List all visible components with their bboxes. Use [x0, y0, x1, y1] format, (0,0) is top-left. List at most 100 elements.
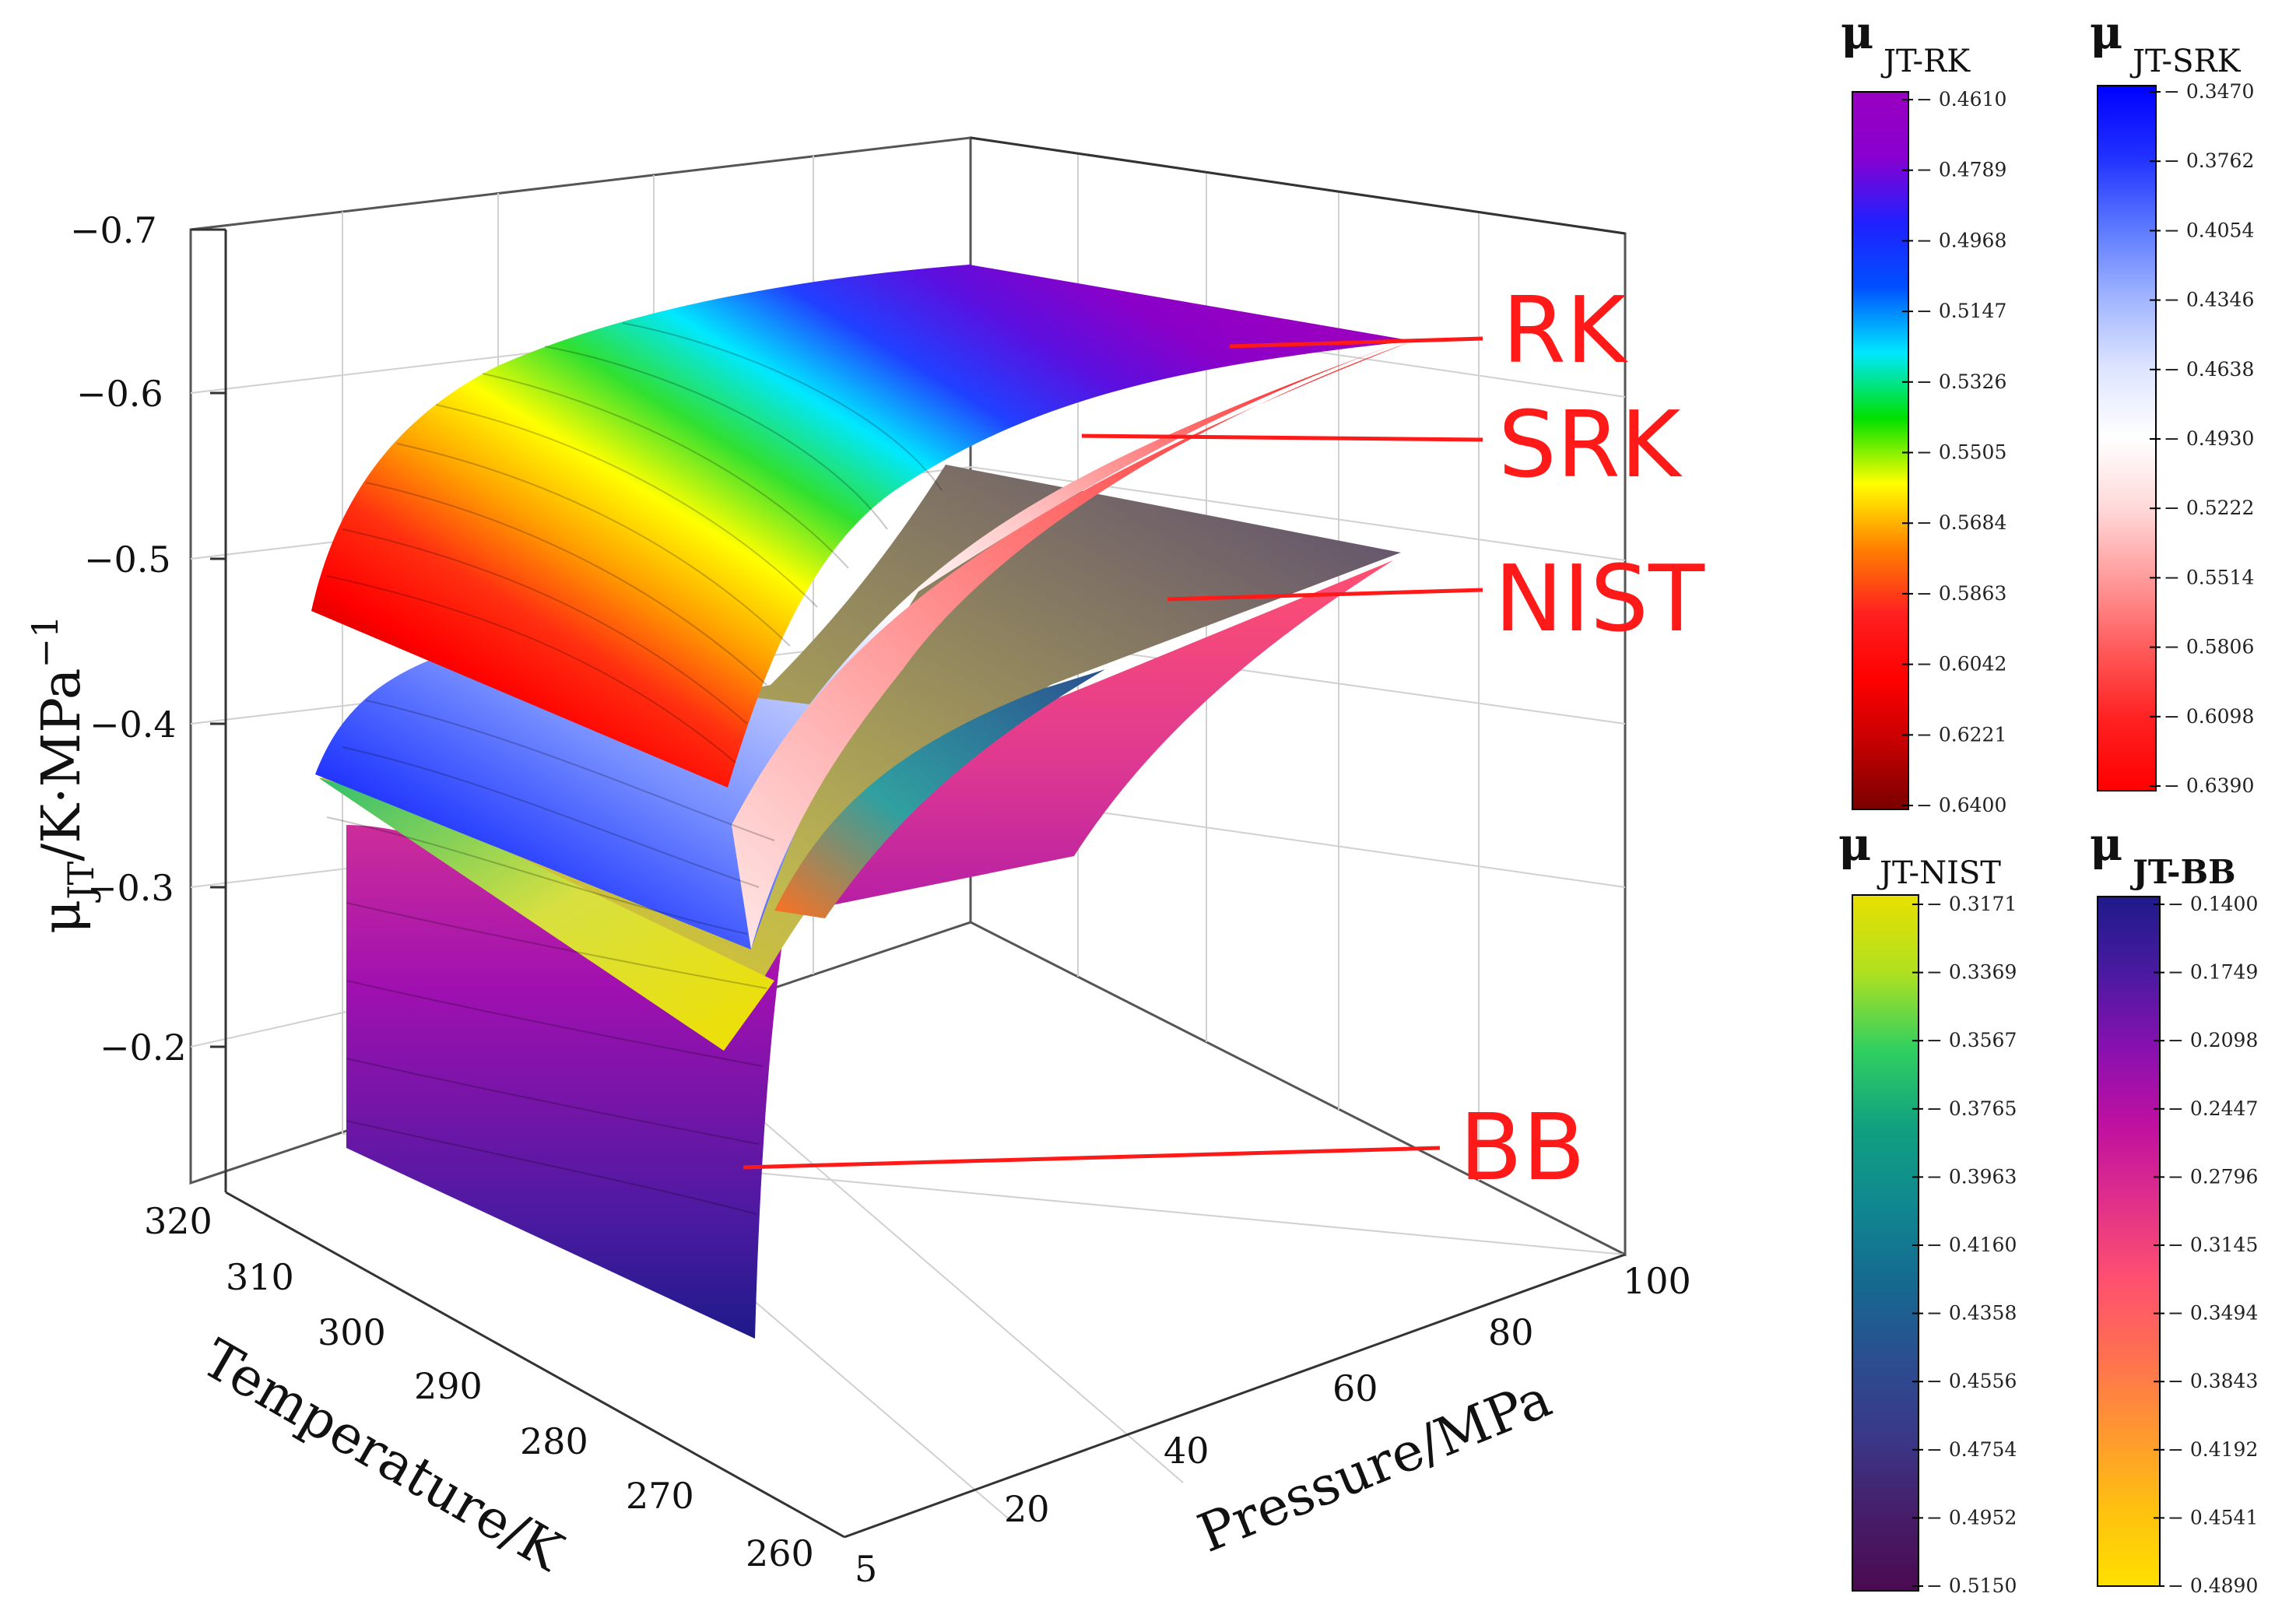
colorbar-bb-title: JT-BB: [2129, 853, 2236, 891]
colorbar-bb-tick-label: − 0.3494: [2168, 1302, 2258, 1325]
y-tick-5: 270: [626, 1475, 694, 1517]
colorbar-srk-tick-label: − 0.4054: [2164, 219, 2254, 241]
colorbar-srk-tick-label: − 0.5222: [2164, 497, 2254, 519]
colorbar-rk-tick-label: − 0.5505: [1916, 441, 2006, 464]
z-axis-label: μJT/K·MPa−1: [24, 616, 102, 934]
colorbar-rk-tick-label: − 0.4789: [1916, 159, 2006, 181]
y-tick-3: 290: [414, 1365, 483, 1407]
colorbar-rk-tick-label: − 0.5147: [1916, 300, 2006, 322]
y-tick-2: 300: [318, 1311, 386, 1353]
leader-rk: [1229, 336, 1483, 349]
colorbar-nist-bar: [1852, 894, 1919, 1592]
surface-group: [311, 265, 1413, 1339]
series-annotations: RK SRK NIST BB: [743, 276, 1705, 1201]
label-nist: NIST: [1494, 545, 1705, 652]
z-axis: −0.7 −0.6 −0.5 −0.4 −0.3 −0.2 μJT/K·MPa−…: [24, 209, 226, 1069]
z-tick-2: −0.5: [84, 539, 171, 581]
colorbar-rk-tick-label: − 0.6042: [1916, 653, 2006, 676]
x-axis: 5 20 40 60 80 100 Pressure/MPa: [855, 1260, 1691, 1590]
colorbar-srk-tick-label: − 0.6098: [2164, 705, 2254, 728]
colorbar-rk-tick-label: − 0.4968: [1916, 229, 2006, 251]
colorbar-rk-tick-label: − 0.6221: [1916, 723, 2006, 746]
colorbar-nist-tick-label: − 0.4556: [1926, 1370, 2017, 1392]
colorbar-nist-tick-label: − 0.3171: [1926, 893, 2017, 915]
surface-nist-front: [319, 778, 774, 1051]
x-tick-4: 80: [1488, 1311, 1534, 1353]
colorbar-rk-tick-label: − 0.5326: [1916, 370, 2006, 393]
colorbar-srk-tick-label: − 0.4638: [2164, 358, 2254, 381]
y-axis-label: Temperature/K: [192, 1328, 574, 1584]
colorbar-nist-tick-label: − 0.4160: [1926, 1234, 2017, 1256]
colorbar-srk-ticks: − 0.3470 − 0.3762 − 0.4054 − 0.4346 − 0.4638…: [2150, 80, 2254, 797]
colorbar-rk: μ JT-RK − 0.4610 − 0.4789 − 0.4968 − 0.5147…: [1841, 6, 2006, 816]
surface-rk: [311, 265, 1413, 788]
surface-srk: [315, 342, 1401, 949]
colorbar-bb-tick-label: − 0.2098: [2168, 1029, 2258, 1051]
y-tick-0: 320: [144, 1200, 212, 1242]
colorbar-rk-bar: [1852, 91, 1909, 810]
floor-edge-front-right: [844, 1253, 1626, 1539]
colorbar-nist-tick-label: − 0.4952: [1926, 1506, 2017, 1529]
colorbar-srk-tick-label: − 0.4930: [2164, 427, 2254, 450]
colorbar-rk-title: JT-RK: [1880, 44, 1971, 79]
colorbar-bb-tick-label: − 0.2796: [2168, 1165, 2258, 1188]
colorbar-srk-mu: μ: [2090, 6, 2122, 59]
colorbar-nist-ticks: − 0.3171 − 0.3369 − 0.3567 − 0.3765 − 0.3963…: [1912, 893, 2017, 1597]
colorbar-srk-tick-label: − 0.3762: [2164, 149, 2254, 172]
z-tick-4: −0.3: [87, 867, 174, 909]
colorbars: μ JT-RK − 0.4610 − 0.4789 − 0.4968 − 0.5147…: [1838, 6, 2258, 1597]
colorbar-nist-tick-label: − 0.3963: [1926, 1165, 2017, 1188]
colorbar-nist-mu: μ: [1838, 818, 1871, 871]
colorbar-rk-mu: μ: [1841, 6, 1873, 59]
colorbar-bb-tick-label: − 0.3843: [2168, 1370, 2258, 1392]
colorbar-bb-tick-label: − 0.3145: [2168, 1234, 2258, 1256]
z-tick-5: −0.2: [100, 1027, 187, 1069]
y-tick-1: 310: [226, 1256, 294, 1298]
svg-text:μJT/K·MPa−1: μJT/K·MPa−1: [24, 616, 102, 934]
colorbar-bb-tick-label: − 0.1749: [2168, 961, 2258, 984]
colorbar-bb-bar: [2097, 896, 2161, 1587]
leader-srk: [1081, 433, 1483, 442]
colorbar-nist: μ JT-NIST − 0.3171 − 0.3369 − 0.3567 − 0.37…: [1838, 818, 2017, 1597]
z-label-sub: JT: [60, 861, 102, 902]
colorbar-srk-tick-label: − 0.5514: [2164, 566, 2254, 588]
colorbar-srk-tick-label: − 0.5806: [2164, 636, 2254, 658]
leader-nist: [1167, 588, 1483, 602]
colorbar-nist-title: JT-NIST: [1876, 855, 2001, 891]
colorbar-nist-tick-label: − 0.4358: [1926, 1302, 2017, 1325]
colorbar-rk-tick-label: − 0.6400: [1916, 794, 2006, 816]
colorbar-nist-tick-label: − 0.4754: [1926, 1438, 2017, 1461]
colorbar-bb-ticks: − 0.1400 − 0.1749 − 0.2098 − 0.2447 − 0.2796…: [2154, 893, 2258, 1597]
y-tick-4: 280: [520, 1420, 588, 1462]
surface-mesh: [326, 322, 943, 1215]
colorbar-bb-tick-label: − 0.1400: [2168, 893, 2258, 915]
surface-nist-curl: [774, 669, 1105, 918]
x-tick-0: 5: [855, 1548, 877, 1590]
label-rk: RK: [1502, 276, 1628, 384]
floor-edge-front-left: [225, 1191, 845, 1539]
z-label-base: μ: [31, 900, 93, 934]
colorbar-bb-mu: μ: [2090, 818, 2122, 871]
colorbar-nist-tick-label: − 0.3765: [1926, 1097, 2017, 1120]
z-tick-0: −0.7: [70, 209, 157, 251]
colorbar-bb-tick-label: − 0.4890: [2168, 1574, 2258, 1597]
x-tick-5: 100: [1623, 1260, 1691, 1302]
leader-bb: [743, 1146, 1441, 1170]
colorbar-nist-tick-label: − 0.5150: [1926, 1574, 2017, 1597]
y-tick-6: 260: [746, 1532, 814, 1574]
x-tick-2: 40: [1164, 1430, 1209, 1472]
colorbar-bb-tick-label: − 0.4192: [2168, 1438, 2258, 1461]
colorbar-bb-tick-label: − 0.2447: [2168, 1097, 2258, 1120]
colorbar-srk-bar: [2097, 85, 2157, 791]
colorbar-srk-tick-label: − 0.4346: [2164, 289, 2254, 311]
surface-srk-edge: [732, 342, 1409, 949]
colorbar-rk-tick-label: − 0.5684: [1916, 511, 2006, 534]
colorbar-nist-tick-label: − 0.3567: [1926, 1029, 2017, 1051]
colorbar-bb-tick-label: − 0.4541: [2168, 1506, 2258, 1529]
z-tick-1: −0.6: [76, 373, 163, 415]
colorbar-srk: μ JT-SRK − 0.3470 − 0.3762 − 0.4054 − 0.434…: [2090, 6, 2254, 797]
surface-bb: [346, 560, 1393, 1339]
colorbar-bb: μ JT-BB − 0.1400 − 0.1749 − 0.2098 − 0.2447…: [2090, 818, 2258, 1597]
label-srk: SRK: [1498, 391, 1683, 498]
colorbar-nist-tick-label: − 0.3369: [1926, 961, 2017, 984]
